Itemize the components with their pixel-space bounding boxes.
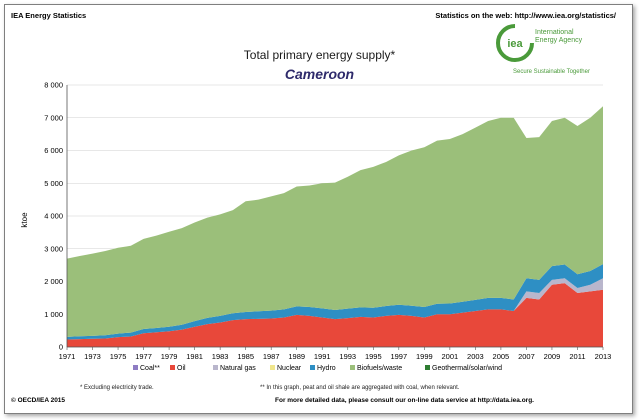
x-tick-label: 1991 <box>314 352 331 361</box>
y-tick-label: 0 <box>59 343 63 352</box>
y-tick-label: 8 000 <box>44 81 63 90</box>
y-tick-label: 3 000 <box>44 244 63 253</box>
x-tick-labels: 1971 1973 1975 1977 1979 1981 1983 1985 1987 1989… <box>59 347 612 361</box>
x-tick-label: 1985 <box>237 352 254 361</box>
area-oil <box>67 283 603 347</box>
chart-title: Total primary energy supply* <box>243 48 396 62</box>
logo-mark: iea <box>507 38 523 50</box>
y-tick-label: 4 000 <box>44 212 63 221</box>
legend: Coal** Oil Natural gas Nuclear Hydro Biofuels… <box>133 365 502 372</box>
legend-label-biofuels: Biofuels/waste <box>357 365 402 372</box>
legend-label-oil: Oil <box>177 365 186 372</box>
x-tick-label: 2013 <box>595 352 612 361</box>
logo-tagline: Secure Sustainable Together <box>513 69 590 75</box>
legend-swatch-natural_gas <box>213 365 218 370</box>
logo-line2: Energy Agency <box>535 37 583 44</box>
logo-name: International Energy Agency <box>535 29 582 45</box>
legend-label-nuclear: Nuclear <box>277 365 302 372</box>
area-hydro <box>67 264 603 340</box>
area-biofuels <box>67 106 603 337</box>
y-axis-label: ktoe <box>20 212 29 228</box>
x-tick-label: 1999 <box>416 352 433 361</box>
x-tick-label: 2001 <box>442 352 459 361</box>
x-tick-label: 1971 <box>59 352 76 361</box>
legend-swatch-hydro <box>310 365 315 370</box>
legend-label-coal: Coal** <box>140 365 160 372</box>
copyright: © OECD/IEA 2015 <box>11 397 66 404</box>
x-tick-label: 2011 <box>569 352 585 361</box>
legend-swatch-biofuels <box>350 365 355 370</box>
y-tick-labels: 0 1 000 2 000 3 000 4 000 5 000 6 000 7 000 8 00… <box>44 81 63 352</box>
data-service-link[interactable]: For more detailed data, please consult o… <box>275 397 534 404</box>
iea-logo-icon: iea <box>496 24 534 62</box>
legend-label-natural_gas: Natural gas <box>220 365 256 372</box>
x-tick-label: 1997 <box>390 352 407 361</box>
x-tick-label: 1993 <box>339 352 356 361</box>
x-tick-label: 1987 <box>263 352 280 361</box>
area-series <box>67 106 603 347</box>
iea-logo: iea International Energy Agency Secure S… <box>495 21 635 79</box>
footnote-peat: ** In this graph, peat and oil shale are… <box>260 385 460 391</box>
x-tick-label: 1989 <box>288 352 305 361</box>
x-tick-label: 2007 <box>518 352 535 361</box>
x-tick-label: 1973 <box>84 352 101 361</box>
legend-swatch-nuclear <box>270 365 275 370</box>
x-tick-label: 2009 <box>544 352 561 361</box>
header-web-link[interactable]: Statistics on the web: http://www.iea.or… <box>435 11 616 20</box>
chart-frame: IEA Energy Statistics Statistics on the … <box>4 4 633 414</box>
legend-swatch-coal <box>133 365 138 370</box>
y-tick-label: 1 000 <box>44 310 63 319</box>
y-tick-label: 6 000 <box>44 146 63 155</box>
x-tick-label: 1975 <box>110 352 127 361</box>
x-tick-label: 1981 <box>186 352 203 361</box>
axes <box>66 85 603 348</box>
y-tick-label: 2 000 <box>44 277 63 286</box>
logo-line1: International <box>535 29 574 36</box>
legend-label-hydro: Hydro <box>317 365 336 372</box>
y-tick-label: 7 000 <box>44 113 63 122</box>
y-tick-label: 5 000 <box>44 179 63 188</box>
x-tick-label: 1979 <box>161 352 178 361</box>
footnote-excluding: * Excluding electricity trade. <box>80 385 154 391</box>
legend-label-geothermal: Geothermal/solar/wind <box>432 365 502 372</box>
chart-svg: 0 1 000 2 000 3 000 4 000 5 000 6 000 7 000 8 00… <box>20 81 612 373</box>
x-tick-label: 1983 <box>212 352 229 361</box>
legend-swatch-oil <box>170 365 175 370</box>
legend-swatch-geothermal <box>425 365 430 370</box>
x-tick-label: 2003 <box>467 352 484 361</box>
x-tick-label: 2005 <box>493 352 510 361</box>
chart-subtitle: Cameroon <box>284 66 355 82</box>
x-tick-label: 1977 <box>135 352 152 361</box>
header-source: IEA Energy Statistics <box>11 11 87 20</box>
x-tick-label: 1995 <box>365 352 382 361</box>
area-natural_gas <box>67 278 603 340</box>
